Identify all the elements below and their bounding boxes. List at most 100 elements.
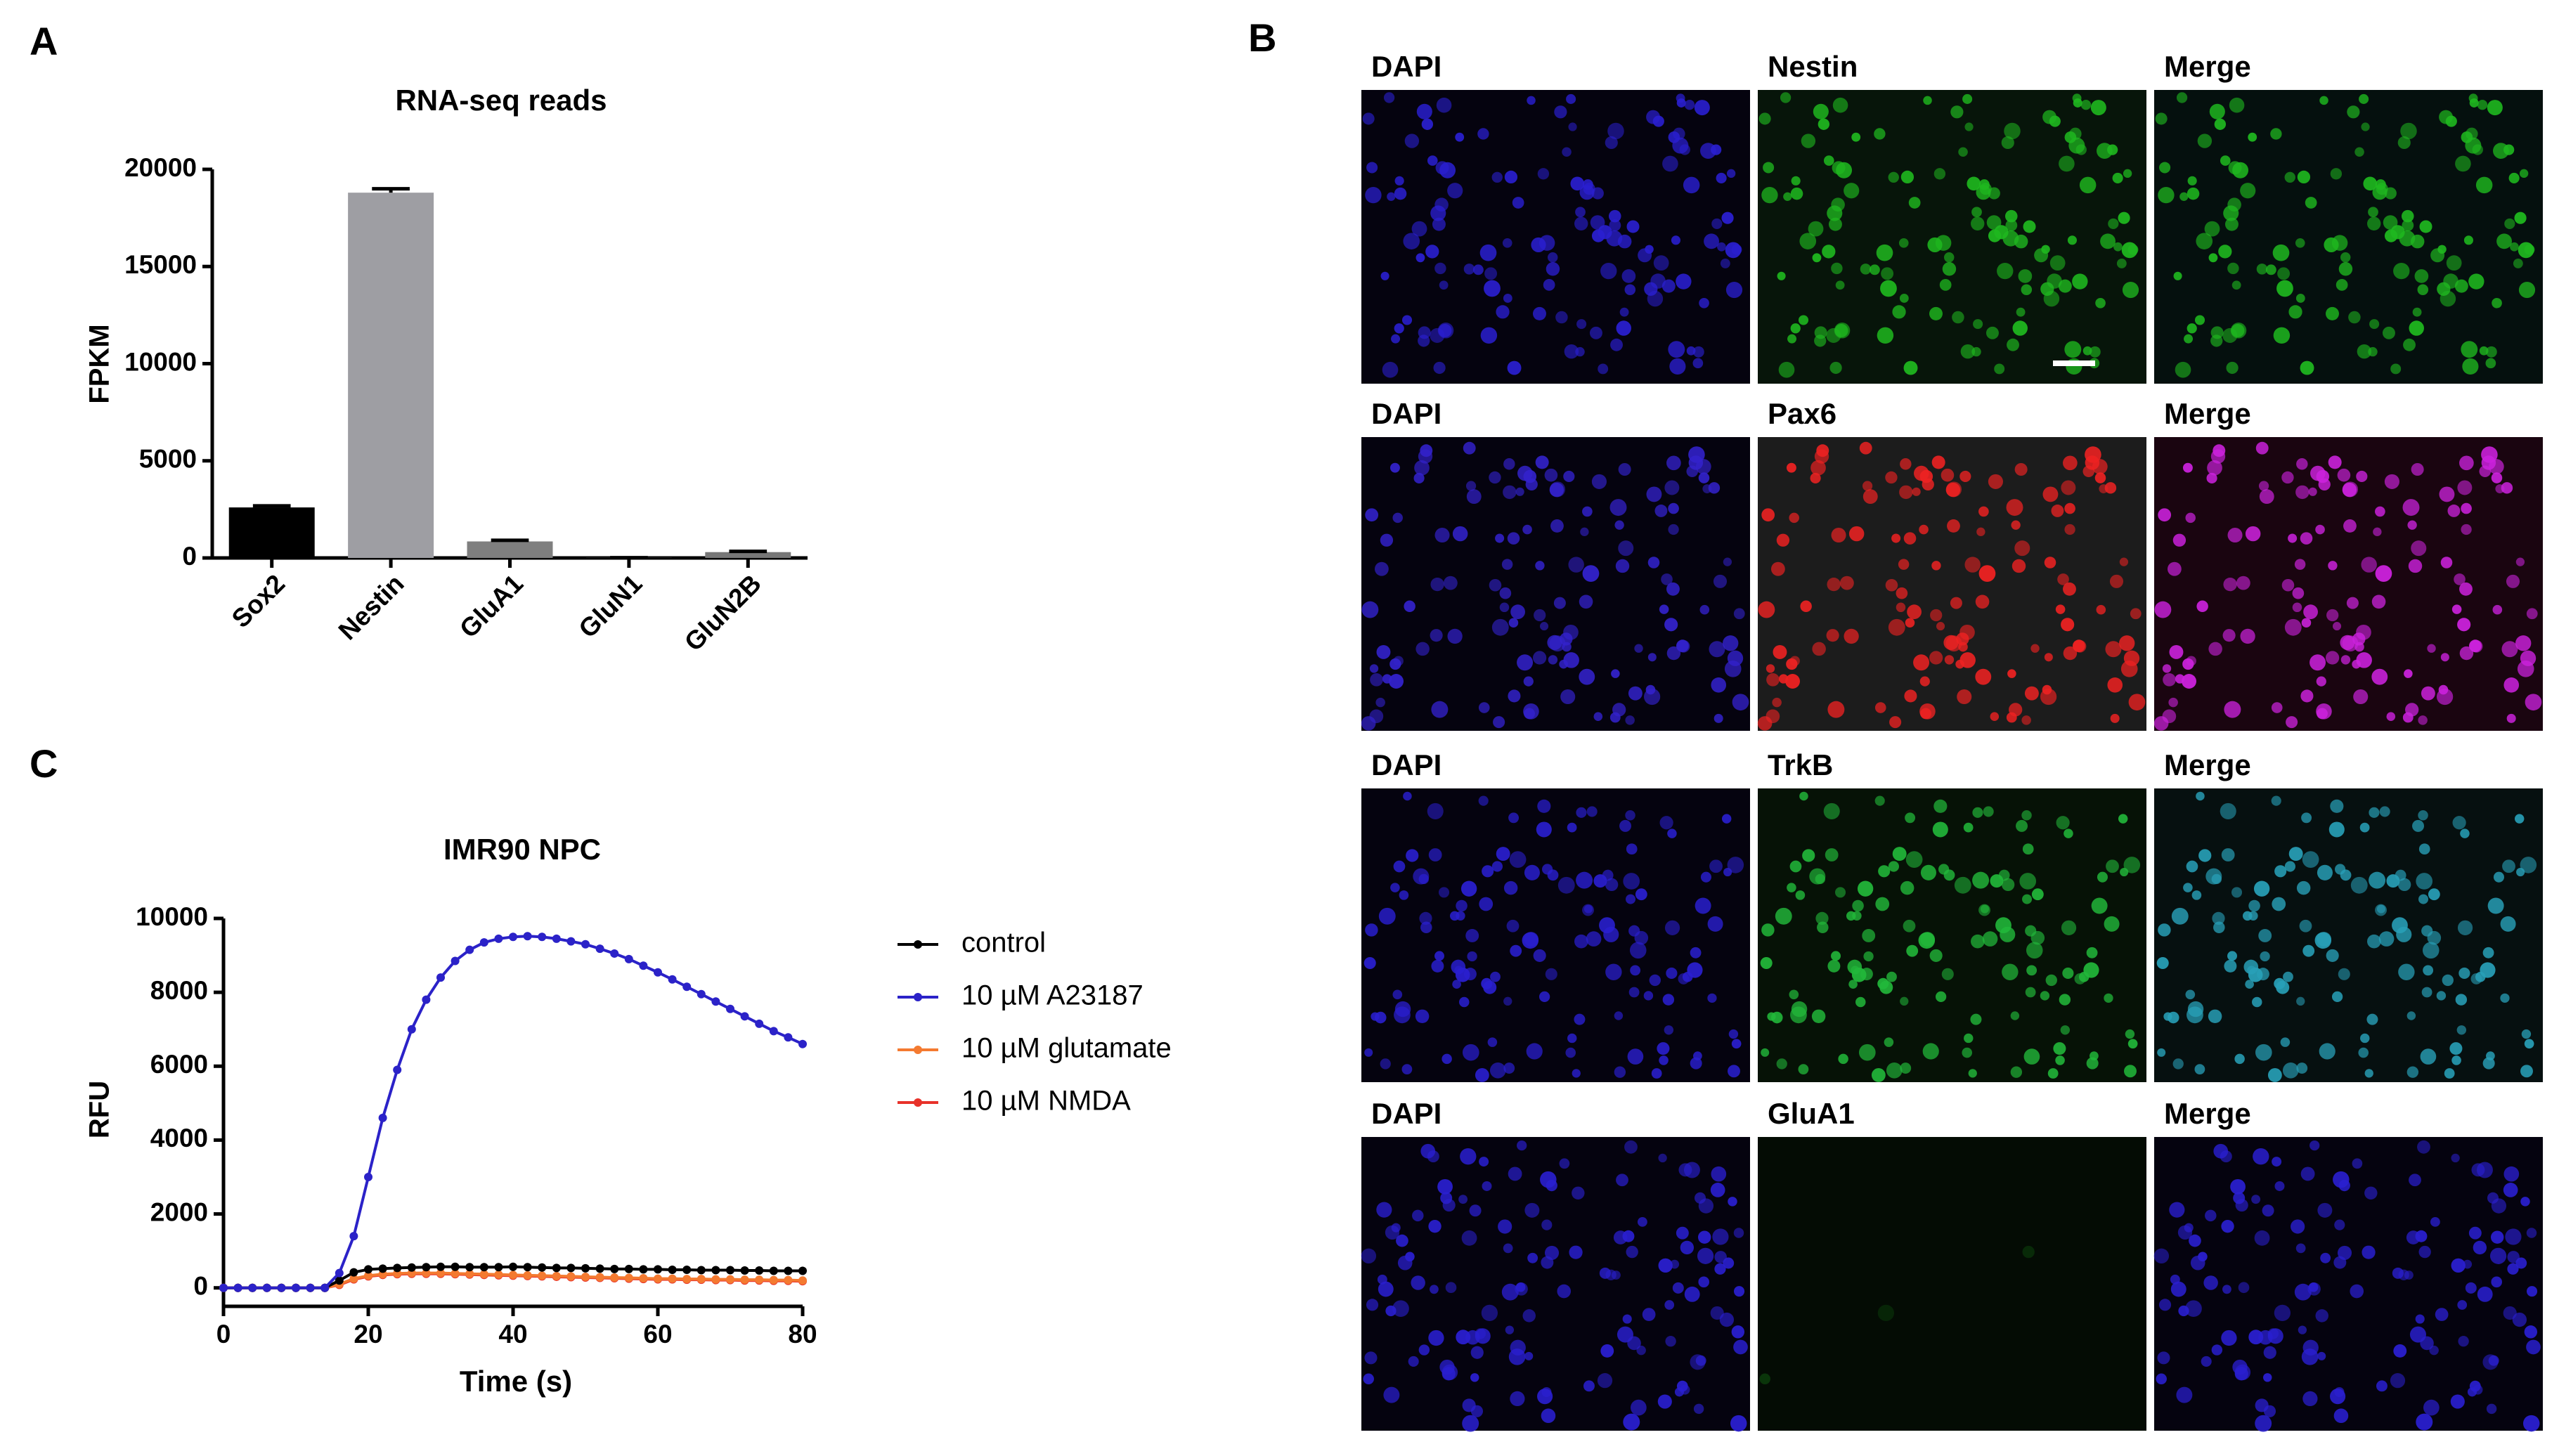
cell (1612, 703, 1626, 716)
cell (2451, 1154, 2459, 1162)
cell (2373, 528, 2381, 536)
cell (1962, 1048, 1972, 1058)
cell (2462, 358, 2478, 375)
cell (1629, 987, 1640, 998)
cell (2069, 128, 2082, 141)
cell (2123, 282, 2139, 298)
cell (1933, 821, 1948, 837)
cell (1725, 242, 1742, 258)
cell (1892, 305, 1905, 318)
cell (1548, 869, 1559, 880)
cell (1994, 363, 2004, 374)
cell (2525, 694, 2542, 710)
cell (1616, 1174, 1628, 1186)
cell (2163, 673, 2176, 687)
cell (1390, 463, 1400, 473)
cell (2501, 482, 2513, 493)
data-point (596, 1264, 604, 1273)
cell (1430, 629, 1443, 642)
micrograph-label: Nestin (1768, 50, 1858, 83)
cell (1382, 674, 1392, 683)
cell (2447, 255, 2462, 271)
cell (2369, 807, 2379, 818)
cell (1699, 1198, 1713, 1213)
cell (2367, 935, 2381, 949)
cell (1620, 308, 1629, 317)
cell (1623, 1314, 1632, 1323)
cell (1663, 994, 1674, 1005)
cell (1684, 1162, 1700, 1178)
cell (2487, 100, 2503, 115)
cell (1630, 942, 1647, 959)
cell (1527, 1043, 1543, 1059)
cell (2422, 987, 2432, 998)
cell (1877, 978, 1889, 989)
cell (1479, 702, 1490, 713)
cell (1758, 602, 1775, 618)
cell (1709, 641, 1725, 657)
data-point (538, 1271, 546, 1280)
cell (1415, 1010, 1429, 1023)
cell (2491, 1230, 2503, 1243)
cell (2350, 1285, 2364, 1299)
cell (2075, 973, 2086, 984)
cell (2361, 557, 2376, 572)
cell (2439, 685, 2449, 695)
cell (1533, 651, 1546, 664)
data-point (248, 1284, 257, 1292)
cell (1439, 887, 1449, 897)
cell (1659, 604, 1669, 614)
cell (1777, 1058, 1787, 1069)
cell (1714, 714, 1723, 723)
cell (2354, 147, 2364, 157)
cell (1598, 363, 1608, 374)
cell (1429, 848, 1442, 862)
cell (2104, 916, 2120, 932)
cell (1438, 324, 1451, 337)
cell (1955, 877, 1971, 894)
cell (2063, 455, 2078, 470)
cell (2361, 122, 2369, 131)
cell (2061, 481, 2075, 495)
cell (1775, 908, 1792, 925)
cell (2411, 463, 2424, 476)
cell (2107, 145, 2118, 155)
cell (2302, 1391, 2317, 1406)
cell (1712, 1228, 1728, 1244)
cell (2118, 212, 2130, 224)
cell (2300, 689, 2313, 702)
cell (1761, 923, 1774, 936)
cell (1946, 481, 1962, 497)
cell (1479, 1157, 1489, 1166)
cell (2305, 197, 2317, 209)
cell (2062, 968, 2073, 979)
cell (2527, 1228, 2537, 1237)
cell (1723, 868, 1732, 876)
cell (2416, 1314, 2425, 1323)
cell (1889, 861, 1899, 871)
cell (2330, 1389, 2345, 1404)
cell (1773, 645, 1787, 659)
cell (1959, 471, 1971, 482)
cell (1957, 689, 1971, 704)
cell (2393, 1344, 2406, 1358)
y-axis-title: FPKM (84, 324, 115, 403)
cell (1668, 524, 1678, 535)
cell (1677, 98, 1686, 108)
cell (1539, 992, 1550, 1002)
cell (2277, 267, 2290, 280)
cell (1503, 1062, 1515, 1074)
cell (2470, 98, 2479, 108)
cell (1458, 1195, 1468, 1204)
cell (1508, 361, 1522, 375)
cell (2081, 100, 2091, 110)
cell (2477, 1162, 2493, 1178)
cell (1859, 1044, 1876, 1061)
cell (2375, 507, 2385, 517)
cell (1617, 1327, 1633, 1343)
cell (1964, 1034, 1973, 1043)
data-point (668, 975, 677, 984)
cell (1534, 609, 1546, 621)
cell (1717, 242, 1726, 252)
cell (2195, 1064, 2205, 1074)
